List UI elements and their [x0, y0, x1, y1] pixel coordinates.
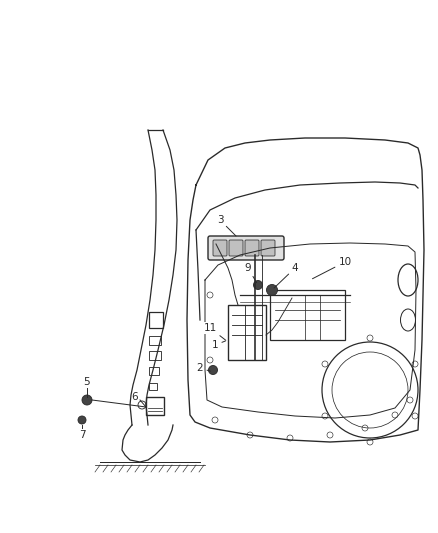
FancyBboxPatch shape: [228, 305, 266, 360]
Circle shape: [208, 366, 218, 375]
Text: 9: 9: [245, 263, 257, 282]
FancyBboxPatch shape: [270, 290, 345, 340]
Text: 5: 5: [84, 377, 90, 387]
Text: 10: 10: [312, 257, 352, 279]
FancyBboxPatch shape: [229, 240, 243, 256]
Circle shape: [266, 285, 278, 295]
FancyBboxPatch shape: [213, 240, 227, 256]
Circle shape: [254, 280, 262, 289]
FancyBboxPatch shape: [208, 236, 284, 260]
FancyBboxPatch shape: [146, 397, 164, 415]
FancyBboxPatch shape: [149, 383, 157, 390]
FancyBboxPatch shape: [149, 336, 161, 345]
Text: 4: 4: [274, 263, 298, 288]
Text: 7: 7: [79, 430, 85, 440]
Text: 3: 3: [217, 215, 236, 236]
Circle shape: [78, 416, 86, 424]
Text: 6: 6: [132, 392, 138, 402]
FancyBboxPatch shape: [149, 351, 161, 360]
Text: 1: 1: [212, 340, 226, 350]
FancyBboxPatch shape: [261, 240, 275, 256]
Circle shape: [82, 395, 92, 405]
FancyBboxPatch shape: [149, 312, 163, 328]
Text: 11: 11: [203, 323, 226, 340]
FancyBboxPatch shape: [149, 367, 159, 375]
Text: 2: 2: [197, 363, 210, 373]
FancyBboxPatch shape: [245, 240, 259, 256]
